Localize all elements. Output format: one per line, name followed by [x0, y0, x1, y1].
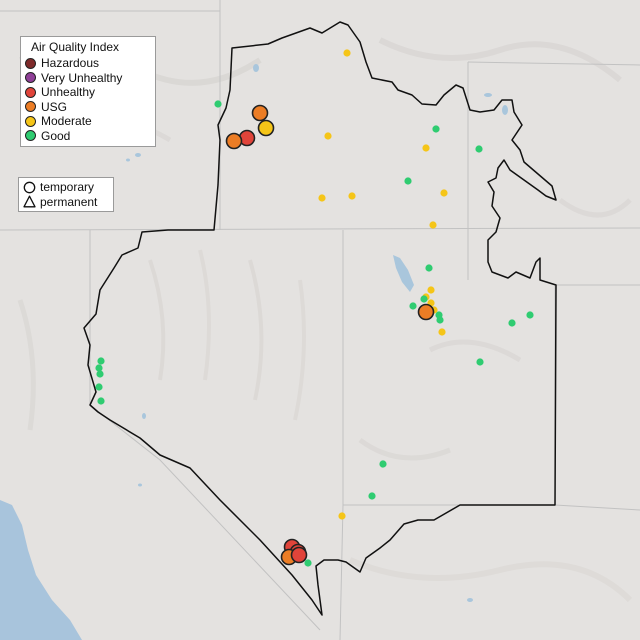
monitor-site-marker[interactable]	[476, 358, 484, 366]
legend-label: Good	[41, 128, 71, 143]
monitor-site-marker[interactable]	[343, 49, 351, 57]
monitor-site-marker[interactable]	[379, 460, 387, 468]
monitor-type-legend: temporary permanent	[18, 177, 114, 212]
monitor-site-marker[interactable]	[526, 311, 534, 319]
circle-icon	[23, 181, 36, 194]
monitor-site-marker[interactable]	[475, 145, 483, 153]
monitor-site-marker[interactable]	[440, 189, 448, 197]
monitor-site-marker[interactable]	[96, 370, 104, 378]
monitor-site-marker[interactable]	[324, 132, 332, 140]
region-outline	[83, 21, 557, 616]
monitor-site-marker[interactable]	[425, 264, 433, 272]
monitor-site-marker[interactable]	[429, 221, 437, 229]
large-sites-layer	[225, 104, 435, 566]
legend-swatch	[25, 72, 36, 84]
legend-title: Air Quality Index	[31, 40, 120, 54]
ocean	[0, 500, 82, 640]
monitor-site-marker[interactable]	[95, 364, 103, 372]
monitor-site-marker-large[interactable]	[417, 303, 435, 321]
monitor-site-marker[interactable]	[420, 295, 428, 303]
legend-row: Moderate	[25, 114, 149, 129]
monitor-site-marker[interactable]	[409, 302, 417, 310]
legend-row: Hazardous	[25, 56, 149, 71]
aqi-legend: Air Quality Index Hazardous Very Unhealth…	[20, 36, 156, 147]
monitor-site-marker[interactable]	[404, 177, 412, 185]
monitor-site-marker[interactable]	[304, 559, 312, 567]
legend-label-temporary: temporary	[40, 180, 95, 195]
monitor-site-marker[interactable]	[435, 311, 443, 319]
monitor-site-marker[interactable]	[508, 319, 516, 327]
legend-swatch	[25, 57, 36, 69]
legend-label: Very Unhealthy	[41, 70, 123, 85]
monitor-site-marker-large[interactable]	[225, 132, 243, 150]
legend-row-temporary: temporary	[23, 180, 109, 195]
legend-swatch	[25, 130, 36, 142]
monitor-site-marker[interactable]	[438, 328, 446, 336]
monitor-site-marker-large[interactable]	[257, 119, 275, 137]
small-sites-layer	[95, 49, 534, 567]
legend-row: Unhealthy	[25, 85, 149, 100]
monitor-site-marker[interactable]	[97, 397, 105, 405]
legend-label: Moderate	[41, 114, 92, 129]
relief-shading	[17, 37, 633, 603]
legend-swatch	[25, 86, 36, 98]
legend-row-permanent: permanent	[23, 195, 109, 210]
legend-label-permanent: permanent	[40, 194, 98, 209]
monitor-site-marker[interactable]	[338, 512, 346, 520]
monitor-site-marker[interactable]	[422, 144, 430, 152]
monitor-site-marker-large[interactable]	[251, 104, 269, 122]
legend-label: USG	[41, 99, 68, 114]
monitor-site-marker[interactable]	[95, 383, 103, 391]
legend-label: Unhealthy	[41, 85, 96, 100]
monitor-site-marker[interactable]	[348, 192, 356, 200]
legend-swatch	[25, 115, 36, 127]
monitor-site-marker[interactable]	[97, 357, 105, 365]
legend-label: Hazardous	[41, 56, 100, 71]
legend-swatch	[25, 101, 36, 113]
legend-row: Very Unhealthy	[25, 71, 149, 86]
monitor-site-marker[interactable]	[368, 492, 376, 500]
monitor-site-marker[interactable]	[432, 125, 440, 133]
monitor-site-marker[interactable]	[214, 100, 222, 108]
monitor-site-marker[interactable]	[427, 286, 435, 294]
lakes	[126, 64, 508, 602]
legend-row: USG	[25, 100, 149, 115]
monitor-site-marker-large[interactable]	[290, 546, 308, 564]
legend-row: Good	[25, 129, 149, 144]
legend-rows: Hazardous Very Unhealthy Unhealthy USG Moder…	[25, 56, 149, 143]
monitor-site-marker[interactable]	[318, 194, 326, 202]
triangle-icon	[23, 195, 36, 208]
